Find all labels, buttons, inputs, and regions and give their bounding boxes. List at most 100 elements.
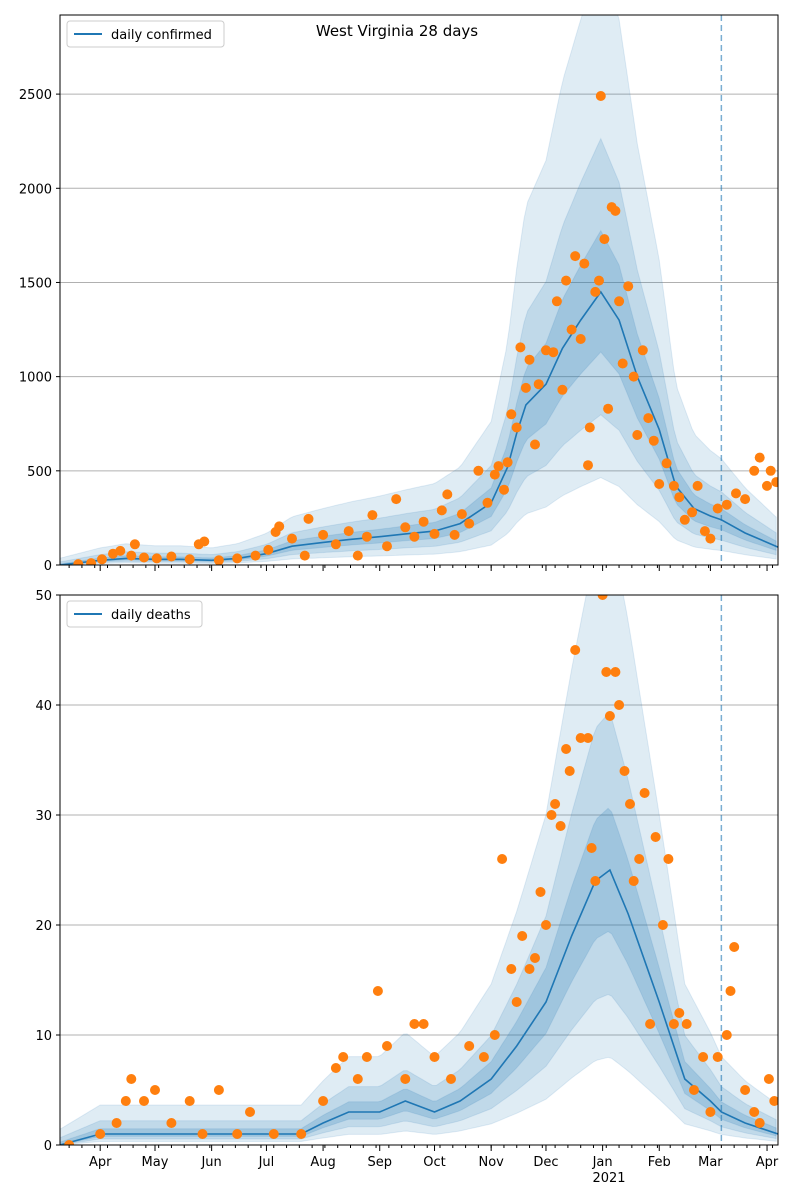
observed-point bbox=[150, 1085, 160, 1095]
observed-point bbox=[721, 499, 732, 510]
x-tick-label: Jun bbox=[200, 1155, 221, 1170]
observed-point bbox=[687, 507, 698, 518]
chart-title: West Virginia 28 days bbox=[316, 22, 478, 40]
observed-point bbox=[64, 1140, 75, 1145]
observed-point bbox=[771, 477, 778, 488]
observed-point bbox=[689, 1085, 699, 1095]
observed-point bbox=[698, 1052, 709, 1062]
observed-point bbox=[299, 550, 310, 561]
observed-point bbox=[584, 422, 595, 433]
observed-point bbox=[473, 465, 484, 476]
observed-point bbox=[129, 539, 140, 550]
observed-point bbox=[338, 1052, 349, 1062]
observed-point bbox=[263, 544, 274, 555]
observed-point bbox=[343, 526, 354, 537]
observed-point bbox=[95, 1129, 106, 1139]
observed-point bbox=[721, 1030, 732, 1040]
observed-point bbox=[361, 531, 372, 542]
observed-point bbox=[429, 1052, 440, 1062]
uncertainty-band bbox=[60, 137, 777, 565]
observed-point bbox=[429, 528, 440, 539]
observed-point bbox=[632, 430, 643, 440]
observed-point bbox=[561, 275, 572, 286]
observed-point bbox=[382, 541, 392, 552]
observed-point bbox=[643, 413, 654, 424]
observed-point bbox=[232, 1129, 243, 1139]
observed-point bbox=[361, 1052, 372, 1062]
observed-point bbox=[111, 1118, 122, 1128]
observed-point bbox=[754, 1118, 765, 1128]
observed-point bbox=[446, 1074, 456, 1084]
plot-content bbox=[60, 595, 778, 1145]
x-tick-label: Nov bbox=[478, 1155, 504, 1170]
legend-label-daily-confirmed: daily confirmed bbox=[111, 28, 212, 43]
x-tick-label: Jul bbox=[258, 1155, 275, 1170]
observed-point bbox=[506, 964, 517, 974]
observed-point bbox=[436, 505, 447, 516]
observed-point bbox=[464, 518, 475, 529]
y-tick-label: 40 bbox=[35, 699, 52, 714]
observed-point bbox=[232, 553, 243, 564]
observed-point bbox=[705, 1107, 716, 1117]
observed-point bbox=[762, 480, 772, 491]
observed-point bbox=[561, 744, 572, 754]
observed-point bbox=[151, 553, 162, 564]
observed-point bbox=[86, 558, 97, 565]
observed-point bbox=[352, 1074, 363, 1084]
observed-point bbox=[449, 529, 460, 540]
observed-point bbox=[625, 799, 635, 809]
observed-point bbox=[628, 371, 639, 382]
observed-point bbox=[400, 522, 411, 533]
observed-point bbox=[464, 1041, 475, 1051]
observed-point bbox=[166, 551, 177, 562]
observed-point bbox=[330, 539, 341, 550]
observed-point bbox=[296, 1129, 307, 1139]
observed-point bbox=[489, 1030, 500, 1040]
observed-point bbox=[303, 513, 314, 524]
observed-point bbox=[570, 645, 581, 655]
observed-point bbox=[506, 409, 517, 420]
y-tick-label: 20 bbox=[35, 919, 52, 934]
observed-point bbox=[489, 469, 500, 480]
x-tick-label: Jan bbox=[592, 1155, 613, 1170]
observed-point bbox=[637, 345, 648, 356]
observed-point bbox=[511, 997, 522, 1007]
observed-point bbox=[663, 854, 674, 864]
observed-point bbox=[599, 234, 610, 245]
confirmed-legend: daily confirmed bbox=[66, 20, 225, 48]
observed-point bbox=[603, 403, 614, 414]
observed-point bbox=[268, 1129, 279, 1139]
observed-point bbox=[566, 324, 577, 335]
x-tick-label: Apr bbox=[756, 1155, 779, 1170]
plot-area: 0 500 1000 1500 2000 2500 bbox=[19, 14, 779, 574]
observed-point bbox=[623, 281, 634, 292]
observed-point bbox=[614, 700, 625, 710]
observed-point bbox=[729, 942, 740, 952]
deaths-chart: 2021 daily deaths bbox=[66, 600, 626, 1186]
observed-point bbox=[548, 347, 559, 358]
observed-point bbox=[699, 526, 710, 537]
observed-point bbox=[274, 521, 285, 532]
observed-point bbox=[740, 1085, 751, 1095]
observed-point bbox=[725, 986, 736, 996]
observed-point bbox=[515, 342, 526, 353]
y-tick-label: 2000 bbox=[19, 182, 52, 197]
observed-point bbox=[318, 529, 329, 540]
legend-box bbox=[66, 20, 225, 48]
year-label: 2021 bbox=[592, 1171, 625, 1186]
observed-point bbox=[197, 1129, 208, 1139]
observed-point bbox=[213, 1085, 224, 1095]
observed-point bbox=[668, 480, 679, 491]
observed-point bbox=[597, 595, 608, 600]
observed-point bbox=[763, 1074, 774, 1084]
observed-point bbox=[575, 334, 586, 344]
observed-point bbox=[583, 733, 593, 743]
observed-point bbox=[391, 494, 402, 505]
observed-point bbox=[749, 465, 760, 476]
x-tick-label: Dec bbox=[533, 1155, 558, 1170]
observed-point bbox=[126, 550, 137, 561]
observed-point bbox=[681, 1019, 692, 1029]
x-tick-label: Feb bbox=[648, 1155, 671, 1170]
observed-point bbox=[126, 1074, 137, 1084]
observed-point bbox=[570, 251, 581, 262]
